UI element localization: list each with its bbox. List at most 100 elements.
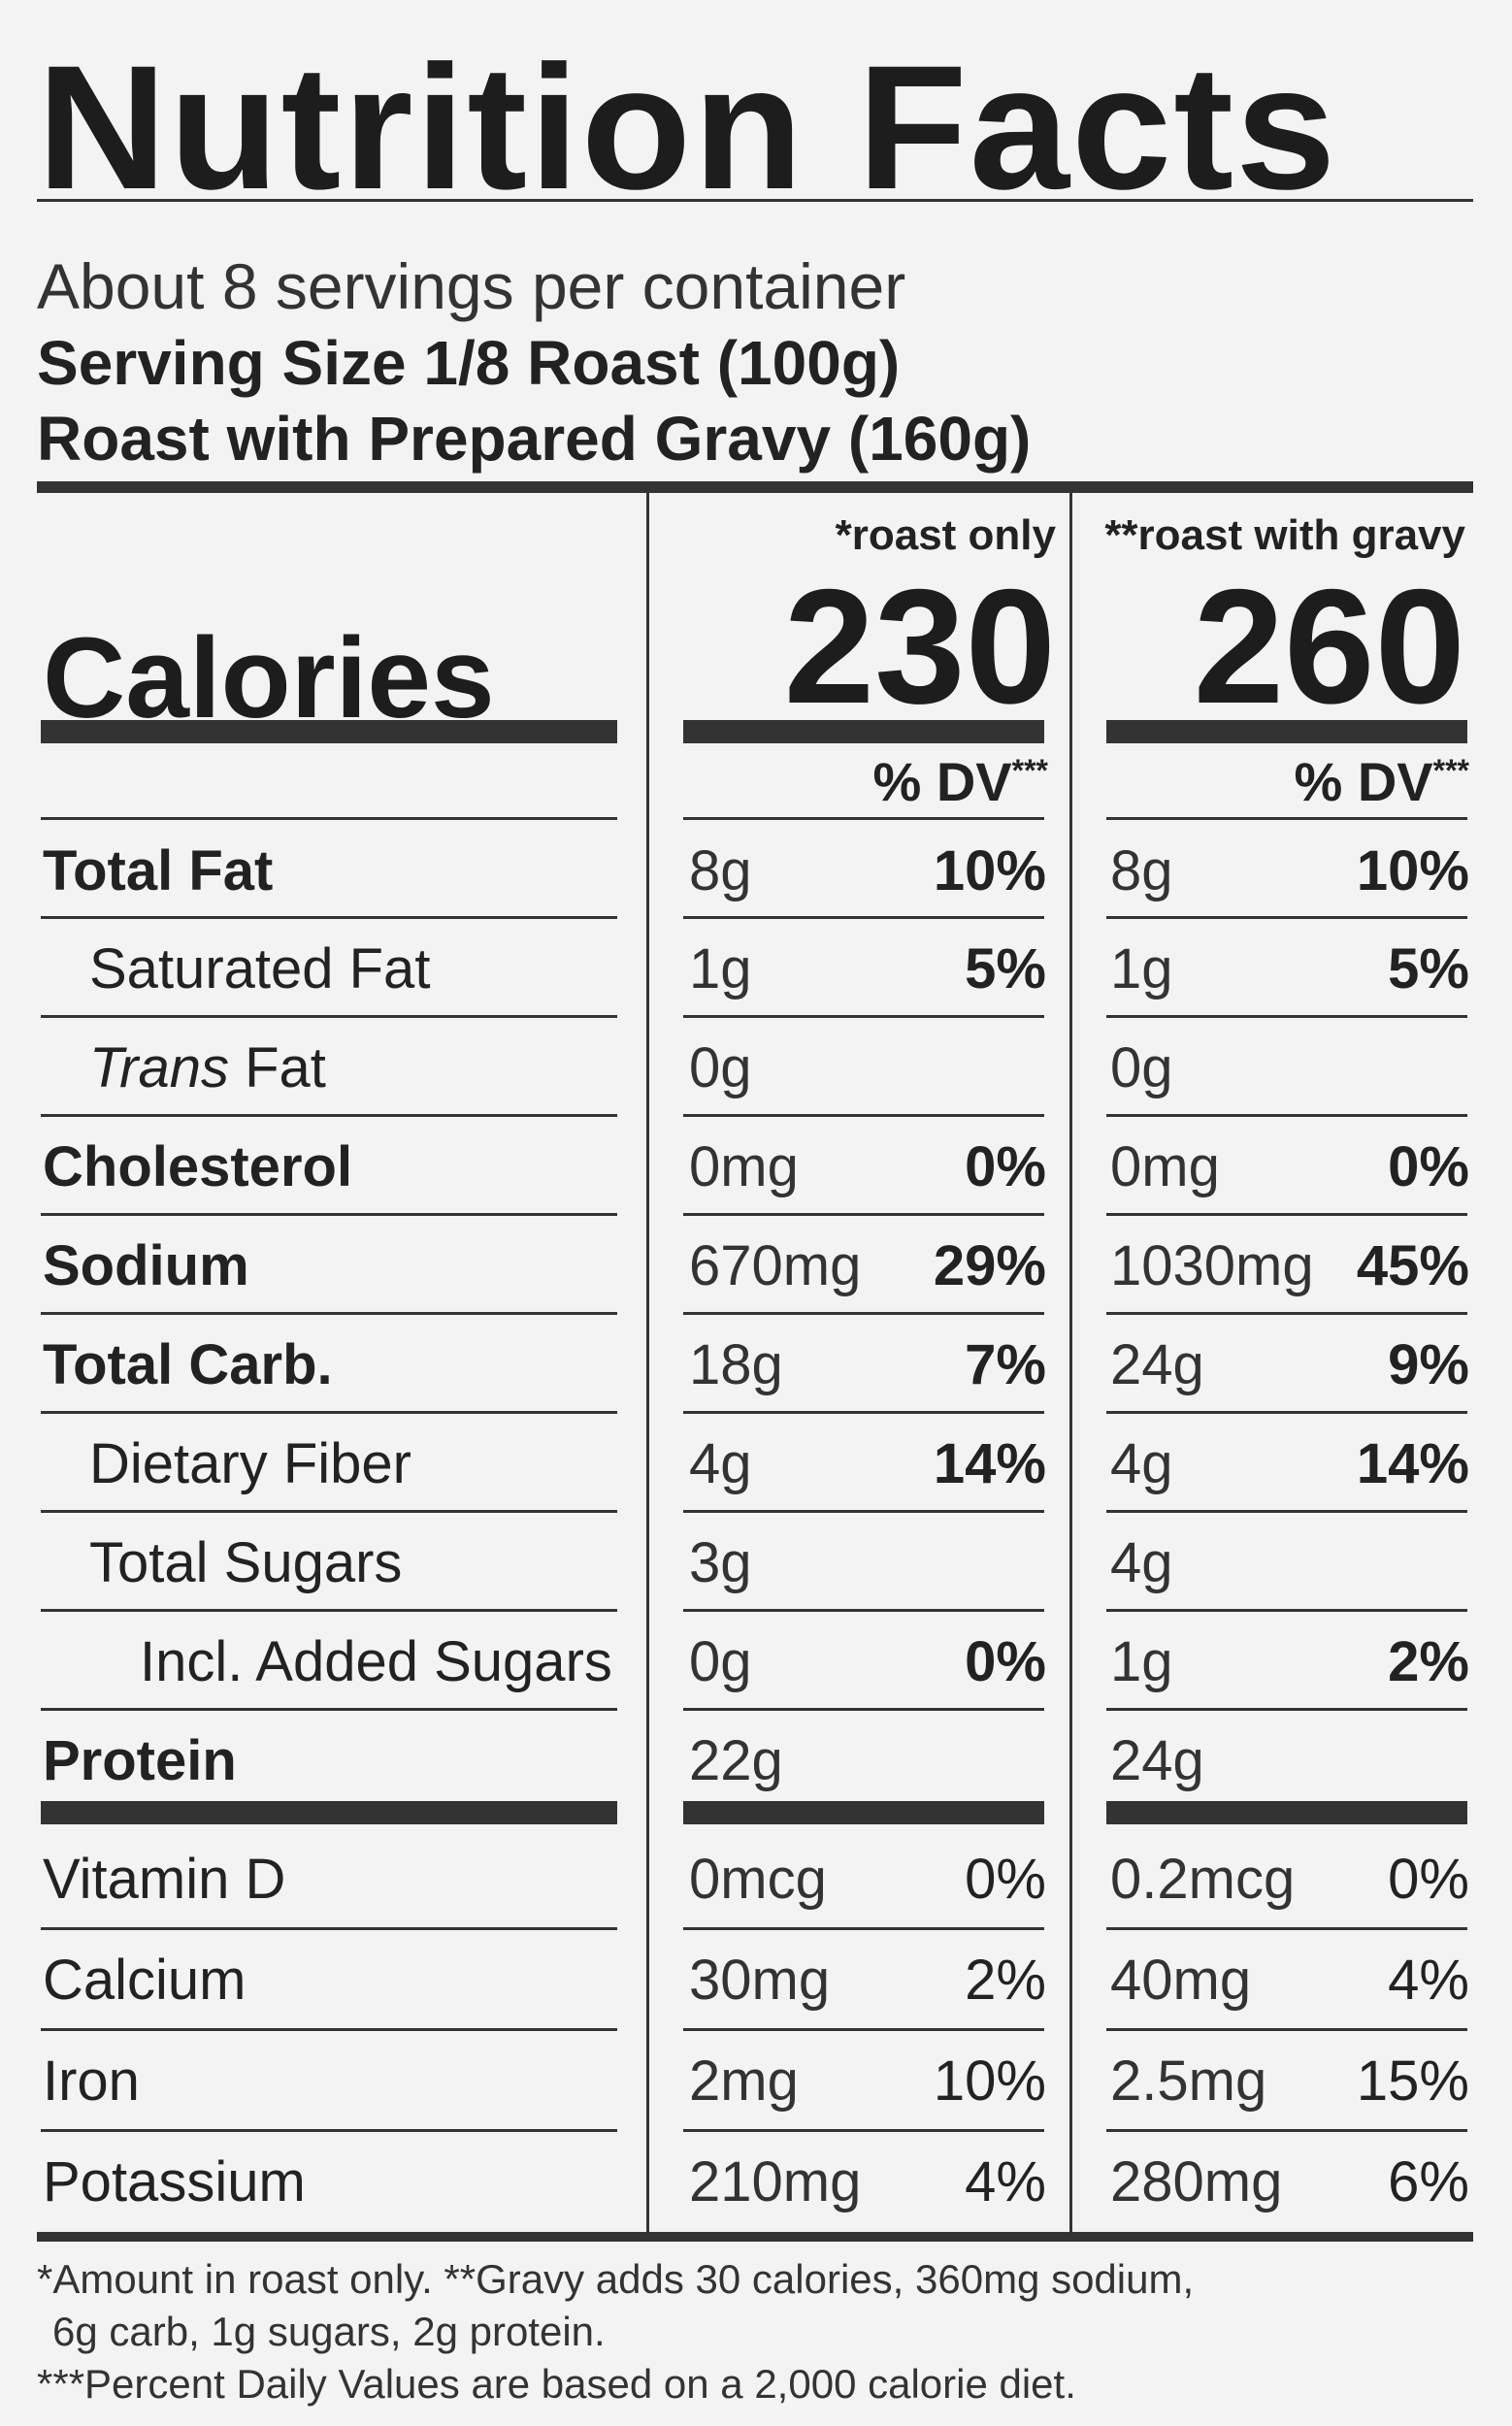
- nutrient-dv-roast: 5%: [965, 937, 1046, 1000]
- vitamin-amount-roast: 30mg: [689, 1949, 831, 2012]
- title-rule: [37, 199, 1473, 202]
- nutrient-dv-gravy: 5%: [1388, 937, 1469, 1000]
- nutrient-dv-roast: 10%: [933, 839, 1046, 902]
- row-rule: [41, 1114, 617, 1117]
- row-rule: [1106, 1411, 1467, 1414]
- column-header-gravy: **roast with gravy: [1104, 511, 1465, 559]
- nutrient-amount-roast: 18g: [689, 1333, 783, 1396]
- nutrient-dv-roast: 29%: [933, 1234, 1046, 1297]
- row-rule: [683, 1213, 1044, 1216]
- row-rule: [683, 1015, 1044, 1018]
- nutrient-amount-roast: 0mg: [689, 1135, 799, 1198]
- vitamin-dv-roast: 2%: [965, 1949, 1046, 2012]
- column-separator-1: [646, 493, 649, 2235]
- nutrient-amount-gravy: 1g: [1110, 937, 1173, 1000]
- nutrient-name: Protein: [43, 1729, 237, 1792]
- nutrient-amount-gravy: 4g: [1110, 1432, 1173, 1495]
- row-rule: [41, 2129, 617, 2132]
- row-rule: [683, 1312, 1044, 1315]
- servings-per-container: About 8 servings per container: [37, 250, 906, 322]
- nutrient-name: Trans Fat: [89, 1036, 326, 1099]
- row-rule: [683, 2129, 1044, 2132]
- footnote: *Amount in roast only. **Gravy adds 30 c…: [37, 2256, 1195, 2302]
- calories-label: Calories: [43, 614, 495, 742]
- nutrient-dv-roast: 14%: [933, 1432, 1046, 1495]
- dv-header-gravy: % DV***: [1294, 751, 1469, 812]
- nutrient-amount-roast: 8g: [689, 839, 752, 902]
- vitamin-amount-gravy: 280mg: [1110, 2150, 1283, 2213]
- nutrient-amount-roast: 3g: [689, 1531, 752, 1594]
- dv-rule-label: [41, 817, 617, 820]
- row-rule: [683, 1114, 1044, 1117]
- row-rule: [683, 1411, 1044, 1414]
- nutrient-amount-gravy: 1g: [1110, 1630, 1173, 1693]
- row-rule: [683, 2028, 1044, 2031]
- vitamin-dv-gravy: 0%: [1388, 1848, 1469, 1911]
- row-rule: [41, 1510, 617, 1513]
- nutrient-amount-gravy: 0g: [1110, 1036, 1173, 1099]
- column-header-roast: *roast only: [835, 511, 1056, 559]
- nutrient-amount-gravy: 0mg: [1110, 1135, 1220, 1198]
- vitamin-amount-roast: 2mg: [689, 2049, 799, 2113]
- nutrient-dv-gravy: 45%: [1356, 1234, 1469, 1297]
- row-rule: [1106, 1510, 1467, 1513]
- nutrient-name: Dietary Fiber: [89, 1432, 411, 1495]
- row-rule: [41, 1927, 617, 1930]
- nutrient-amount-roast: 670mg: [689, 1234, 862, 1297]
- nutrition-facts-label: Nutrition Facts About 8 servings per con…: [37, 29, 1473, 2405]
- serving-size-gravy: Roast with Prepared Gravy (160g): [37, 404, 1032, 474]
- calories-roast: 230: [783, 555, 1056, 738]
- row-rule: [1106, 2028, 1467, 2031]
- row-rule: [41, 916, 617, 919]
- protein-bar-gravy: [1106, 1801, 1467, 1824]
- row-rule: [683, 1927, 1044, 1930]
- nutrient-name: Total Fat: [43, 839, 274, 902]
- vitamin-dv-roast: 4%: [965, 2150, 1046, 2213]
- calories-bar-gravy: [1106, 720, 1467, 743]
- nutrient-dv-roast: 0%: [965, 1630, 1046, 1693]
- vitamin-dv-gravy: 4%: [1388, 1949, 1469, 2012]
- vitamin-amount-gravy: 0.2mcg: [1110, 1848, 1296, 1911]
- nutrient-name: Cholesterol: [43, 1135, 353, 1198]
- row-rule: [683, 1708, 1044, 1711]
- nutrient-dv-gravy: 10%: [1356, 839, 1469, 902]
- row-rule: [683, 916, 1044, 919]
- row-rule: [41, 1312, 617, 1315]
- vitamin-name: Vitamin D: [43, 1848, 286, 1911]
- serving-size: Serving Size 1/8 Roast (100g): [37, 328, 901, 398]
- nutrient-amount-gravy: 4g: [1110, 1531, 1173, 1594]
- nutrient-name: Sodium: [43, 1234, 249, 1297]
- row-rule: [1106, 1708, 1467, 1711]
- nutrient-dv-gravy: 2%: [1388, 1630, 1469, 1693]
- vitamin-amount-roast: 0mcg: [689, 1848, 827, 1911]
- row-rule: [1106, 916, 1467, 919]
- row-rule: [41, 2028, 617, 2031]
- row-rule: [41, 1015, 617, 1018]
- nutrient-dv-roast: 0%: [965, 1135, 1046, 1198]
- vitamin-amount-gravy: 2.5mg: [1110, 2049, 1267, 2113]
- row-rule: [1106, 2129, 1467, 2132]
- vitamin-dv-gravy: 6%: [1388, 2150, 1469, 2213]
- row-rule: [683, 1609, 1044, 1612]
- vitamin-amount-roast: 210mg: [689, 2150, 862, 2213]
- footnote: 6g carb, 1g sugars, 2g protein.: [52, 2309, 606, 2354]
- row-rule: [41, 1213, 617, 1216]
- row-rule: [1106, 1312, 1467, 1315]
- row-rule: [1106, 1114, 1467, 1117]
- vitamin-name: Calcium: [43, 1949, 247, 2012]
- nutrient-amount-gravy: 8g: [1110, 839, 1173, 902]
- nutrient-dv-roast: 7%: [965, 1333, 1046, 1396]
- nutrient-amount-gravy: 24g: [1110, 1333, 1204, 1396]
- nutrient-amount-roast: 0g: [689, 1036, 752, 1099]
- calories-bar-roast: [683, 720, 1044, 743]
- row-rule: [1106, 1927, 1467, 1930]
- protein-bar-label: [41, 1801, 617, 1824]
- label-title: Nutrition Facts: [37, 28, 1338, 226]
- nutrient-amount-roast: 4g: [689, 1432, 752, 1495]
- nutrient-amount-gravy: 24g: [1110, 1729, 1204, 1792]
- nutrient-amount-roast: 1g: [689, 937, 752, 1000]
- dv-rule-gravy: [1106, 817, 1467, 820]
- footnote: ***Percent Daily Values are based on a 2…: [37, 2361, 1076, 2407]
- row-rule: [41, 1708, 617, 1711]
- vitamin-dv-roast: 10%: [933, 2049, 1046, 2113]
